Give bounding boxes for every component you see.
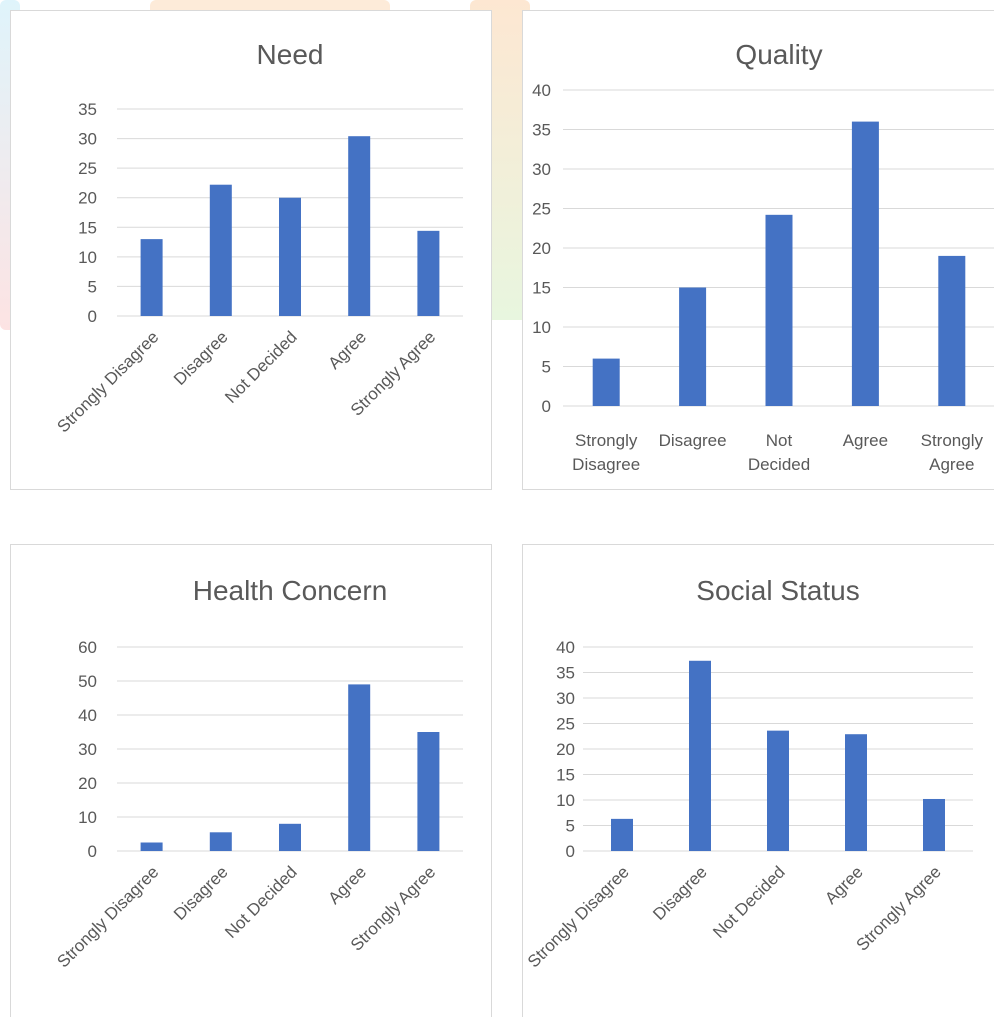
x-tick-label-need-not-decided: Not Decided [221,327,301,407]
bar-need-disagree [209,184,232,316]
y-tick-label-quality-35: 35 [532,121,551,140]
y-tick-label-health-concern-30: 30 [78,740,97,759]
x-tick-label-social-status-agree: Agree [821,862,867,908]
y-tick-label-need-5: 5 [88,277,97,296]
chart-title-social-status: Social Status [696,575,859,606]
y-tick-label-need-20: 20 [78,189,97,208]
x-tick-label-quality-disagree: Disagree [659,431,727,450]
chart-svg-social-status: Social Status 0 5 10 15 20 25 30 35 40 Strongly Di… [524,575,973,971]
x-tick-label-health-concern-not-decided: Not Decided [221,862,301,942]
y-tick-label-need-30: 30 [78,130,97,149]
y-tick-label-social-status-30: 30 [556,689,575,708]
chart-title-quality: Quality [735,39,822,70]
chart-panel-health-concern: Health Concern 0 10 20 30 40 50 60 Strongly Disa… [10,544,492,1017]
x-tick-label-need-agree: Agree [325,327,371,373]
bar-social-status-disagree [689,660,711,851]
y-tick-label-quality-25: 25 [532,200,551,219]
x-tick-label-quality-not-decided: Not Decided [748,431,810,474]
x-tick-label-quality-agree: Agree [843,431,888,450]
y-tick-label-health-concern-60: 60 [78,638,97,657]
y-tick-label-need-10: 10 [78,248,97,267]
bar-need-not-decided [279,197,301,316]
bar-health-concern-disagree [209,832,232,851]
bar-need-strongly-disagree [140,239,163,316]
bar-quality-strongly-agree [938,255,966,406]
y-tick-label-health-concern-20: 20 [78,774,97,793]
bar-quality-disagree [679,287,707,406]
chart-svg-health-concern: Health Concern 0 10 20 30 40 50 60 Strongly Disa… [53,575,463,971]
y-tick-label-social-status-35: 35 [556,664,575,683]
bar-quality-agree [851,121,879,406]
chart-panel-quality: Quality 0 5 10 15 20 25 30 35 40 Strongly Disagree D… [522,10,994,490]
y-tick-label-quality-30: 30 [532,160,551,179]
y-tick-label-social-status-40: 40 [556,638,575,657]
chart-panel-need: Need 0 5 10 15 20 25 30 35 Strongly Disagree Disag… [10,10,492,490]
bar-health-concern-strongly-agree [417,732,440,851]
x-tick-label-quality-strongly-disagree: Strongly Disagree [572,431,640,474]
x-tick-label-social-status-disagree: Disagree [649,862,711,924]
x-tick-label-need-strongly-disagree: Strongly Disagree [53,327,162,436]
x-tick-label-social-status-not-decided: Not Decided [709,862,789,942]
chart-title-health-concern: Health Concern [193,575,388,606]
y-tick-label-need-35: 35 [78,100,97,119]
chart-svg-quality: Quality 0 5 10 15 20 25 30 35 40 Strongly Disagree D… [532,39,994,474]
y-tick-label-health-concern-0: 0 [88,842,97,861]
x-tick-label-health-concern-agree: Agree [325,862,371,908]
x-tick-label-health-concern-disagree: Disagree [170,862,232,924]
chart-title-need: Need [257,39,324,70]
chart-panel-social-status: Social Status 0 5 10 15 20 25 30 35 40 Strongly Di… [522,544,994,1017]
bar-social-status-agree [845,734,867,851]
y-tick-label-quality-15: 15 [532,279,551,298]
y-tick-label-quality-0: 0 [542,397,551,416]
bar-need-strongly-agree [417,230,440,316]
y-tick-label-need-0: 0 [88,307,97,326]
y-tick-label-need-25: 25 [78,159,97,178]
chart-svg-need: Need 0 5 10 15 20 25 30 35 Strongly Disagree Disag… [53,39,463,436]
y-tick-label-social-status-0: 0 [566,842,575,861]
y-tick-label-social-status-15: 15 [556,766,575,785]
y-tick-label-social-status-5: 5 [566,817,575,836]
bar-quality-strongly-disagree [592,358,620,406]
bar-health-concern-agree [348,684,371,851]
x-tick-label-need-disagree: Disagree [170,327,232,389]
bar-need-agree [348,136,371,316]
y-tick-label-quality-20: 20 [532,239,551,258]
y-tick-label-social-status-25: 25 [556,715,575,734]
y-tick-label-health-concern-10: 10 [78,808,97,827]
y-tick-label-health-concern-50: 50 [78,672,97,691]
x-tick-label-health-concern-strongly-disagree: Strongly Disagree [53,862,162,971]
bar-social-status-not-decided [767,730,789,851]
bar-social-status-strongly-disagree [611,818,633,851]
y-tick-label-health-concern-40: 40 [78,706,97,725]
y-tick-label-quality-40: 40 [532,81,551,100]
y-tick-label-quality-5: 5 [542,358,551,377]
bar-health-concern-not-decided [279,823,301,851]
x-tick-label-quality-strongly-agree: Strongly Agree [921,431,984,474]
y-tick-label-social-status-20: 20 [556,740,575,759]
bar-quality-not-decided [765,214,793,406]
bar-health-concern-strongly-disagree [140,842,163,851]
y-tick-label-need-15: 15 [78,218,97,237]
y-tick-label-quality-10: 10 [532,318,551,337]
bar-social-status-strongly-agree [923,798,945,851]
x-tick-label-social-status-strongly-disagree: Strongly Disagree [524,862,633,971]
y-tick-label-social-status-10: 10 [556,791,575,810]
